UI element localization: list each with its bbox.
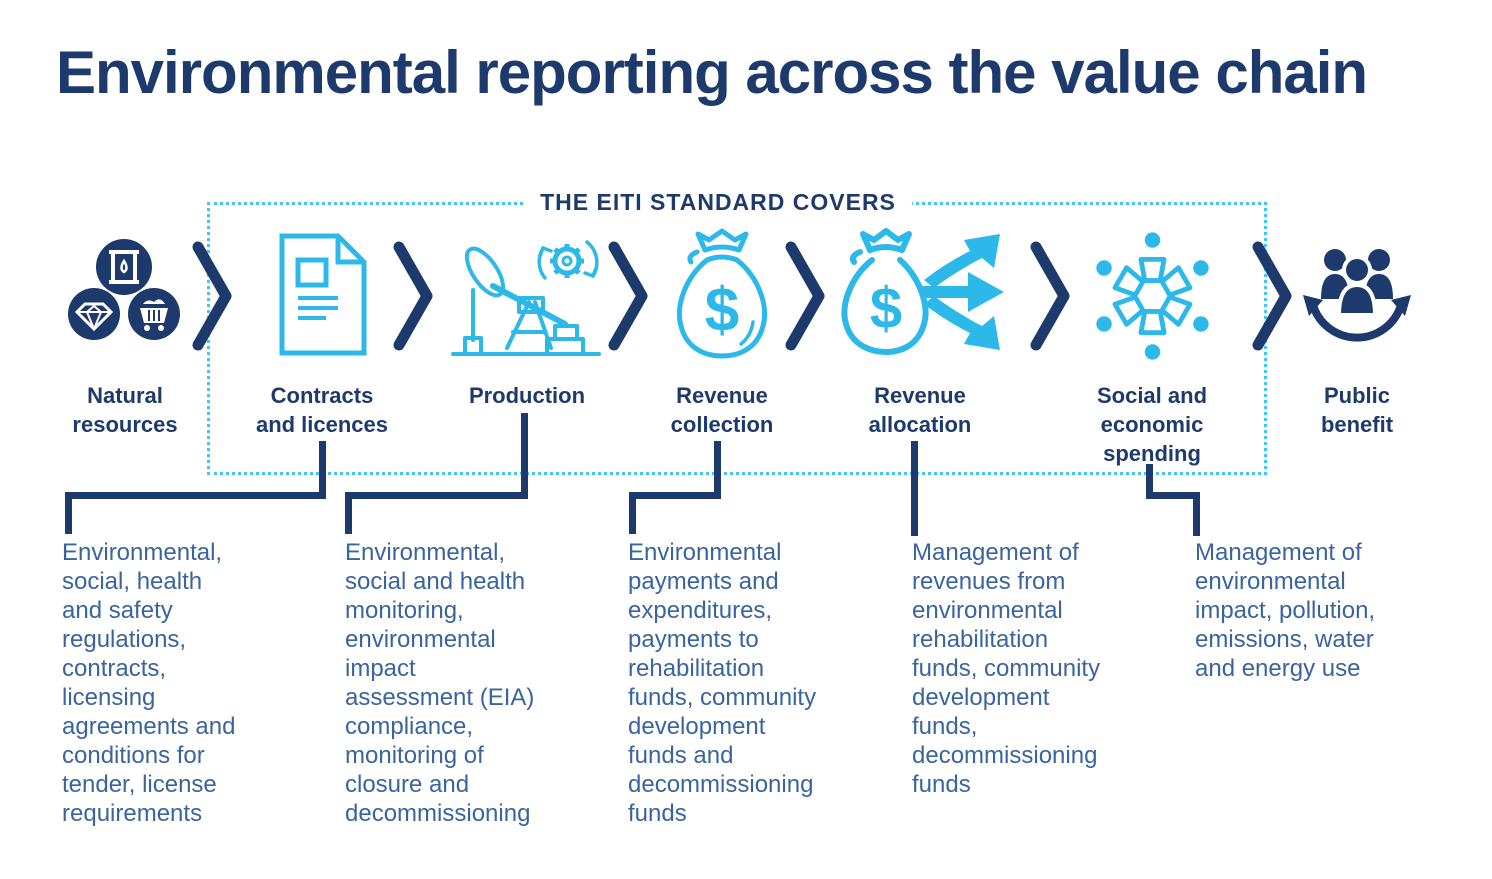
stage-label-social-economic-spending: Social and economic spending [1096,383,1208,466]
connector-production-horizontal [345,492,528,499]
eiti-standard-banner: THE EITI STANDARD COVERS [524,189,912,216]
chevron-right-icon [608,241,648,351]
stage-label-public-benefit: Public benefit [1320,383,1394,437]
connector-revenue-allocation-vertical [911,441,918,536]
community-circle-icon [1096,232,1209,360]
chevron-right-icon [1030,241,1070,351]
people-arc-icon [1303,249,1411,342]
description-contracts-licences: Environmental, social, health and safety… [62,539,236,827]
svg-text:$: $ [705,276,739,345]
money-bag-arrows-icon: $ [841,228,1004,355]
oil-pump-gear-icon [451,240,601,356]
stage-label-revenue-collection: Revenue collection [670,383,774,437]
connector-production-vertical [521,413,528,498]
chevron-right-icon [785,241,825,351]
connector-revenue-collection-horizontal [629,492,721,499]
connector-social-spending-vertical [1146,464,1153,499]
chevron-right-icon [192,241,232,351]
connector-social-spending-horizontal [1146,492,1200,499]
stage-label-natural-resources: Natural resources [72,383,178,437]
stage-label-production: Production [468,383,586,408]
community-figures [1096,232,1209,360]
stage-label-revenue-allocation: Revenue allocation [868,383,972,437]
chevron-right-icon [1252,241,1292,351]
chevron-right-icon [393,241,433,351]
natural-resources-icon [68,239,180,340]
svg-text:$: $ [870,276,902,341]
connector-contracts-horizontal [65,492,326,499]
connector-production-stub [345,492,352,534]
contract-document-icon [279,233,367,356]
connector-contracts-vertical [319,441,326,498]
page-title: Environmental reporting across the value… [56,39,1368,106]
stage-label-contracts-licences: Contracts and licences [255,383,389,437]
description-revenue-collection: Environmental payments and expenditures,… [628,539,817,827]
eiti-standard-dotted-box: THE EITI STANDARD COVERS [207,189,1267,475]
description-production: Environmental, social and health monitor… [345,539,535,827]
connector-revenue-collection-stub [629,492,636,534]
description-social-economic-spending: Management of environmental impact, poll… [1195,539,1376,682]
description-revenue-allocation: Management of revenues from environmenta… [912,539,1101,798]
connector-social-spending-stub [1193,492,1200,536]
money-bag-icon: $ [677,228,767,359]
connector-revenue-collection-vertical [714,441,721,498]
connector-contracts-stub [65,492,72,534]
